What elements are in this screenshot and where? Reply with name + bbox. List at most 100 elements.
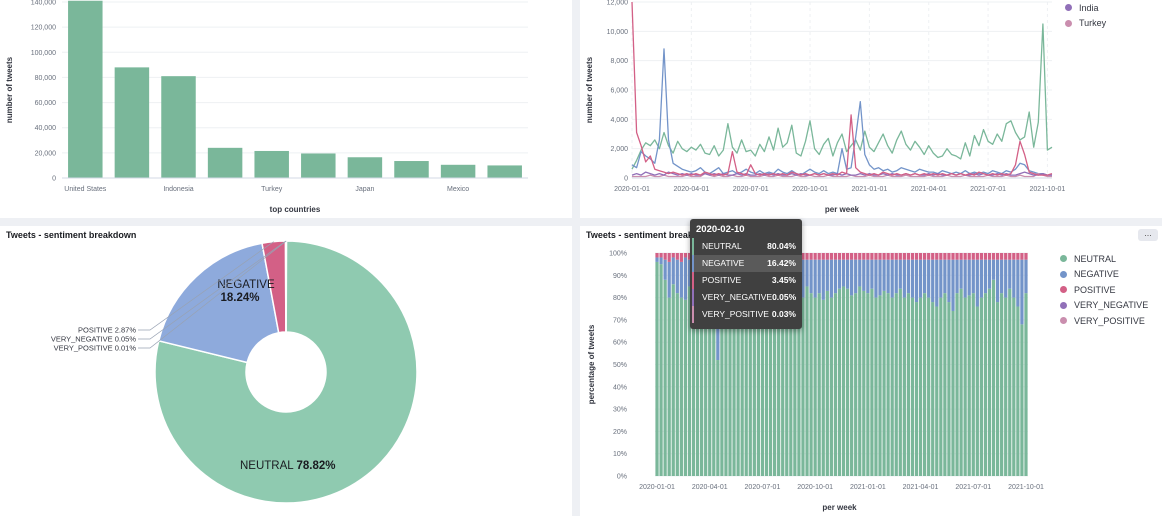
stack-bar-segment	[922, 253, 927, 260]
stack-bar-segment	[845, 259, 850, 289]
stack-bar-segment	[683, 257, 688, 300]
stack-bar-segment	[858, 286, 862, 476]
stack-bar-segment	[817, 253, 821, 260]
bar	[254, 150, 289, 178]
stack-bar-segment	[894, 293, 898, 476]
slice-label-very-negative: VERY_NEGATIVE 0.05%	[51, 335, 137, 344]
y-tick-label: 40%	[613, 384, 627, 391]
stack-bar-segment	[825, 290, 829, 476]
stack-bar-segment	[1016, 259, 1020, 307]
stack-bar-segment	[979, 253, 983, 260]
stack-bar-segment	[679, 261, 683, 298]
y-tick-label: 8,000	[610, 58, 628, 65]
stack-bar-segment	[878, 253, 882, 260]
stack-bar-segment	[991, 279, 996, 476]
stack-bar-segment	[679, 253, 683, 262]
stack-bar-segment	[837, 259, 842, 289]
stack-bar-segment	[821, 299, 825, 476]
stack-bar-segment	[691, 293, 696, 476]
slice-label-positive: POSITIVE 2.87%	[78, 326, 136, 335]
stack-bar-segment	[683, 253, 688, 258]
stack-bar-segment	[671, 257, 675, 285]
stack-bar-segment	[671, 284, 675, 476]
stack-bar-segment	[821, 253, 825, 260]
stack-bar-segment	[991, 253, 996, 260]
stack-bar-segment	[866, 253, 870, 260]
stack-bar-segment	[704, 290, 708, 476]
stack-bar-segment	[987, 288, 992, 476]
tooltip-row-label: VERY_NEGATIVE	[702, 292, 773, 302]
y-tick-label: 120,000	[31, 25, 56, 32]
y-axis-title: percentage of tweets	[587, 324, 596, 404]
bar	[207, 147, 243, 178]
stack-bar-segment	[931, 259, 935, 303]
tooltip-row-value: 0.03%	[771, 309, 796, 319]
x-tick-label: 2021-10-01	[1008, 484, 1044, 491]
legend-item[interactable]: POSITIVE	[1060, 282, 1148, 298]
stack-bar-segment	[748, 297, 752, 476]
stack-bar-segment	[931, 253, 935, 260]
tooltip-row: VERY_NEGATIVE 0.05%	[692, 289, 802, 306]
bar	[347, 157, 383, 178]
legend-dot-icon	[1065, 4, 1072, 12]
y-tick-label: 60,000	[35, 100, 57, 107]
y-tick-label: 30%	[613, 407, 627, 414]
stack-bar-segment	[963, 297, 967, 476]
legend-item[interactable]: Turkey	[1065, 16, 1106, 32]
bar	[440, 164, 476, 178]
stack-bar-segment	[1008, 288, 1012, 476]
x-tick-label: 2021-01-01	[850, 484, 886, 491]
stack-bar-segment	[801, 253, 805, 260]
legend-item[interactable]: VERY_POSITIVE	[1060, 313, 1148, 329]
stack-bar-segment	[850, 253, 854, 260]
x-tick-label: 2020-10-01	[792, 186, 828, 193]
x-tick-label: 2020-07-01	[745, 484, 781, 491]
weekly-tweets-chart: 0 2,000 4,000 6,000 8,000 10,000 12,000 2020-01…	[585, 0, 1065, 214]
stack-bar-segment	[947, 253, 951, 260]
stack-bar-segment	[833, 253, 838, 260]
stack-bar-segment	[659, 253, 663, 258]
stack-bar-segment	[667, 261, 671, 298]
legend-item[interactable]: India	[1065, 0, 1106, 16]
x-tick-label: 2021-04-01	[911, 186, 947, 193]
sentiment-pie-panel: Tweets - sentiment breakdown NEUTRAL 78.…	[0, 226, 572, 516]
stack-bar-segment	[659, 257, 663, 265]
legend-dot-icon	[1060, 255, 1067, 263]
stack-bar-segment	[805, 253, 809, 260]
stack-bar-segment	[991, 259, 996, 280]
legend-label: VERY_NEGATIVE	[1074, 300, 1149, 311]
legend-label: POSITIVE	[1074, 284, 1116, 295]
y-axis-title: number of tweets	[5, 56, 14, 123]
stack-bar-segment	[833, 293, 838, 476]
x-axis-title: per week	[822, 503, 857, 512]
panel-options-button[interactable]: ...	[1138, 229, 1158, 241]
stack-bar-segment	[789, 288, 793, 476]
stack-bar-segment	[736, 286, 740, 476]
stack-bar-segment	[890, 253, 894, 260]
stack-bar-segment	[854, 259, 858, 294]
stack-bar-segment	[971, 253, 975, 260]
bar	[394, 161, 429, 178]
x-tick-label: 2021-01-01	[851, 186, 887, 193]
legend-item[interactable]: VERY_NEGATIVE	[1060, 298, 1148, 314]
legend-item[interactable]: NEUTRAL	[1060, 251, 1148, 267]
stack-bar-segment	[817, 259, 821, 294]
stack-bar-segment	[740, 302, 744, 476]
slice-label-very-positive: VERY_POSITIVE 0.01%	[54, 344, 137, 353]
stack-bar-segment	[845, 288, 850, 476]
stack-bar-segment	[805, 286, 809, 476]
tooltip-date: 2020-02-10	[696, 224, 745, 235]
stack-bar-segment	[910, 253, 915, 260]
stack-bar-segment	[687, 259, 692, 287]
stack-bar-segment	[854, 293, 858, 476]
x-tick-label: 2021-04-01	[903, 484, 939, 491]
stack-bar-segment	[947, 302, 951, 476]
legend-dot-icon	[1060, 317, 1067, 325]
x-tick-label: 2021-07-01	[970, 186, 1006, 193]
stack-bar-segment	[728, 288, 732, 476]
legend-item[interactable]: NEGATIVE	[1060, 267, 1148, 283]
stack-bar-segment	[906, 259, 911, 294]
stack-panel-title: Tweets - sentiment breakdown	[586, 230, 717, 240]
stack-bar-segment	[1008, 253, 1012, 260]
stack-bar-segment	[987, 259, 992, 289]
